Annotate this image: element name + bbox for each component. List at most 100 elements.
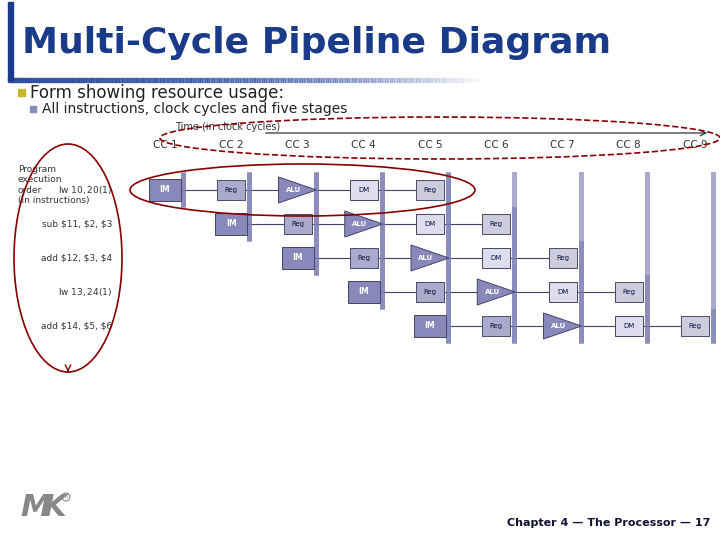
Bar	[145, 78, 148, 82]
Bar	[380, 78, 382, 82]
Bar	[610, 78, 613, 82]
Bar	[591, 78, 593, 82]
Bar	[676, 78, 679, 82]
Bar	[606, 78, 608, 82]
Bar	[430, 78, 432, 82]
Bar	[282, 247, 313, 269]
Bar	[107, 78, 110, 82]
Bar	[247, 207, 252, 241]
Text: ALU: ALU	[286, 187, 301, 193]
Bar	[598, 78, 600, 82]
Bar	[364, 78, 366, 82]
Bar	[665, 78, 667, 82]
Bar	[117, 78, 120, 82]
Bar	[551, 78, 553, 82]
Bar	[347, 78, 349, 82]
Bar	[366, 78, 368, 82]
Bar	[549, 78, 551, 82]
Bar	[84, 78, 86, 82]
Bar	[150, 78, 153, 82]
Bar	[406, 78, 408, 82]
Bar	[149, 179, 181, 201]
Bar	[549, 282, 577, 302]
Bar	[248, 78, 250, 82]
Bar	[8, 2, 13, 80]
Bar	[278, 78, 281, 82]
Bar	[446, 173, 451, 207]
Bar	[325, 78, 328, 82]
Bar	[418, 78, 420, 82]
Text: Reg: Reg	[490, 221, 503, 227]
Bar	[485, 78, 487, 82]
Bar	[446, 207, 451, 241]
Bar	[313, 172, 318, 276]
Text: add $12, $3, $4: add $12, $3, $4	[41, 253, 112, 262]
Bar	[77, 78, 79, 82]
Bar	[446, 275, 451, 309]
Bar	[112, 78, 114, 82]
Bar	[575, 78, 577, 82]
Polygon shape	[544, 313, 582, 339]
Bar	[204, 78, 207, 82]
Text: K: K	[42, 494, 66, 523]
Bar	[72, 78, 74, 82]
Text: R: R	[64, 495, 68, 500]
Text: Reg: Reg	[423, 187, 436, 193]
Bar	[439, 78, 442, 82]
Bar	[578, 241, 583, 275]
Bar	[67, 78, 70, 82]
Bar	[553, 78, 556, 82]
Bar	[321, 78, 323, 82]
Bar	[636, 78, 639, 82]
Bar	[32, 78, 34, 82]
Bar	[546, 78, 549, 82]
Bar	[399, 78, 402, 82]
Bar	[716, 78, 719, 82]
Bar	[250, 78, 252, 82]
Polygon shape	[411, 245, 449, 271]
Bar	[525, 78, 527, 82]
Bar	[387, 78, 390, 82]
Bar	[24, 78, 27, 82]
Bar	[167, 78, 169, 82]
Bar	[475, 78, 477, 82]
Bar	[39, 78, 41, 82]
Bar	[195, 78, 197, 82]
Bar	[586, 78, 589, 82]
Bar	[350, 248, 378, 268]
Bar	[624, 78, 626, 82]
Bar	[643, 78, 646, 82]
Bar	[110, 78, 112, 82]
Bar	[435, 78, 437, 82]
Bar	[371, 78, 373, 82]
Bar	[428, 78, 430, 82]
Bar	[510, 78, 513, 82]
Bar	[288, 78, 290, 82]
Bar	[86, 78, 89, 82]
Bar	[516, 78, 518, 82]
Bar	[648, 78, 650, 82]
Text: add $14, $5, $6: add $14, $5, $6	[41, 321, 112, 330]
Bar	[215, 213, 247, 235]
Bar	[89, 78, 91, 82]
Bar	[644, 275, 649, 309]
Bar	[243, 78, 245, 82]
Bar	[503, 78, 505, 82]
Bar	[696, 78, 698, 82]
Bar	[323, 78, 325, 82]
Bar	[416, 180, 444, 200]
Bar	[155, 78, 158, 82]
Bar	[532, 78, 534, 82]
Bar	[579, 78, 582, 82]
Bar	[30, 106, 36, 112]
Text: Form showing resource usage:: Form showing resource usage:	[30, 84, 284, 102]
Bar	[416, 282, 444, 302]
Bar	[313, 207, 318, 241]
Bar	[359, 78, 361, 82]
Bar	[309, 78, 311, 82]
Bar	[655, 78, 657, 82]
Bar	[617, 78, 619, 82]
Bar	[261, 78, 264, 82]
Bar	[487, 78, 489, 82]
Bar	[228, 78, 231, 82]
